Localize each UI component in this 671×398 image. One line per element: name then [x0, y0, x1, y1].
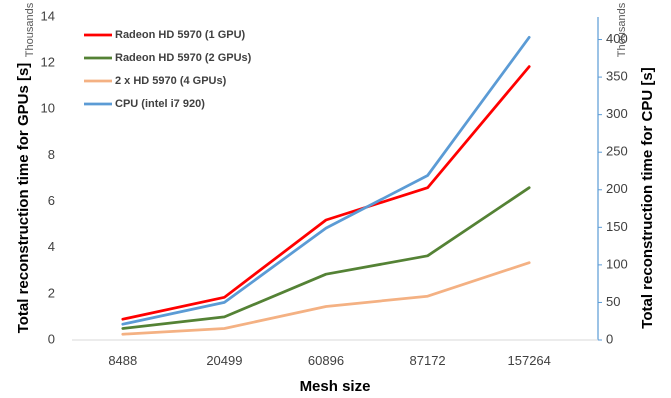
series-layer [121, 35, 531, 336]
x-tick-label: 20499 [206, 353, 242, 368]
legend-label: 2 x HD 5970 (4 GPUs) [115, 75, 227, 87]
x-axis: 8488 20499 60896 87172 157264 [72, 339, 598, 368]
right-tick-label: 150 [606, 219, 628, 234]
right-tick-label: 250 [606, 144, 628, 159]
left-tick-label: 2 [48, 285, 55, 300]
series-line [121, 261, 531, 336]
series-line [121, 65, 531, 321]
left-tick-label: 0 [48, 331, 55, 346]
legend-label: CPU (intel i7 920) [115, 98, 205, 110]
right-axis-title: Total reconstruction time for CPU [s] [639, 67, 656, 328]
right-tick-label: 300 [606, 106, 628, 121]
legend: Radeon HD 5970 (1 GPU) Radeon HD 5970 (2 … [84, 29, 252, 110]
right-tick-label: 350 [606, 69, 628, 84]
legend-label: Radeon HD 5970 (1 GPU) [115, 29, 246, 41]
left-axis-title: Total reconstruction time for GPUs [s] [15, 63, 32, 334]
x-axis-title: Mesh size [300, 378, 371, 395]
left-tick-label: 6 [48, 193, 55, 208]
right-y-axis: 0 50 100 150 200 250 300 350 400 [597, 17, 628, 346]
right-tick-label: 0 [606, 331, 613, 346]
right-tick-label: 50 [606, 294, 620, 309]
right-tick-label: 100 [606, 256, 628, 271]
left-tick-label: 12 [41, 55, 55, 70]
series-line [121, 35, 531, 326]
right-units-label: Thousands [616, 2, 628, 57]
series-line [121, 186, 531, 330]
right-tick-label: 400 [606, 31, 628, 46]
x-tick-label: 8488 [108, 353, 137, 368]
left-tick-label: 10 [41, 101, 55, 116]
left-tick-label: 14 [41, 8, 55, 23]
legend-label: Radeon HD 5970 (2 GPUs) [115, 52, 252, 64]
right-tick-label: 200 [606, 181, 628, 196]
x-tick-label: 87172 [410, 353, 446, 368]
left-y-axis: 0 2 4 6 8 10 12 14 [41, 8, 55, 346]
left-units-label: Thousands [24, 2, 36, 57]
left-tick-label: 4 [48, 239, 55, 254]
x-tick-label: 60896 [308, 353, 344, 368]
x-tick-label: 157264 [508, 353, 551, 368]
left-tick-label: 8 [48, 147, 55, 162]
